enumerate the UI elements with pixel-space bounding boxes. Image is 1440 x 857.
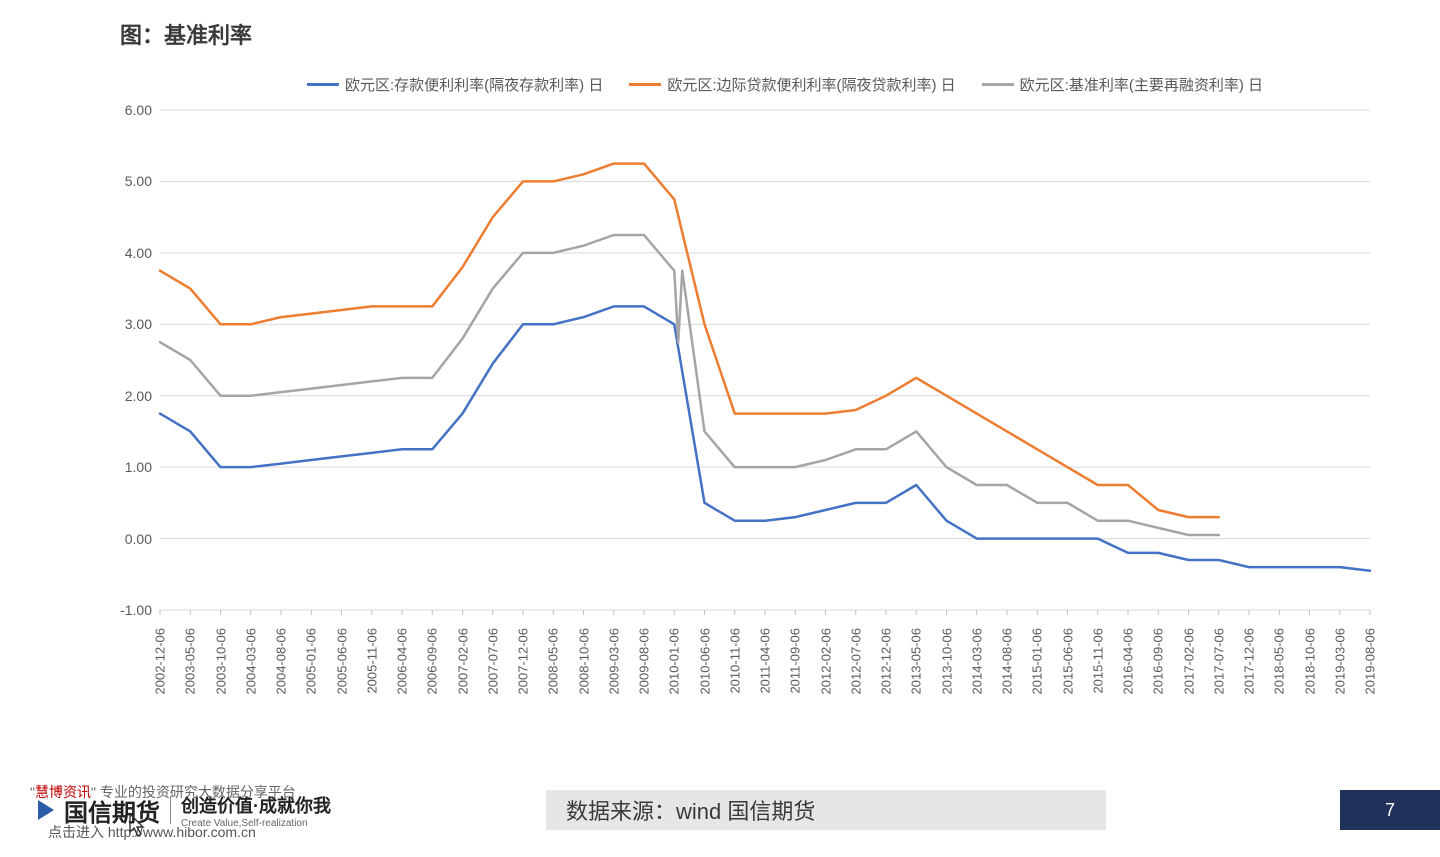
x-tick-label: 2010-06-06 [697, 628, 712, 695]
legend-label: 欧元区:基准利率(主要再融资利率) 日 [1020, 74, 1263, 95]
x-tick-label: 2009-03-06 [606, 628, 621, 695]
x-tick-label: 2006-09-06 [425, 628, 440, 695]
x-tick-label: 2010-11-06 [727, 628, 742, 694]
x-tick-label: 2006-04-06 [395, 628, 410, 695]
cursor-icon [124, 812, 148, 840]
x-tick-label: 2012-02-06 [818, 628, 833, 695]
x-tick-label: 2004-08-06 [274, 628, 289, 695]
x-tick-label: 2015-06-06 [1060, 628, 1075, 695]
x-tick-label: 2004-03-06 [243, 628, 258, 695]
x-tick-label: 2016-04-06 [1121, 628, 1136, 695]
legend-label: 欧元区:存款便利利率(隔夜存款利率) 日 [345, 74, 603, 95]
legend-swatch [982, 83, 1014, 86]
chart-legend: 欧元区:存款便利利率(隔夜存款利率) 日 欧元区:边际贷款便利利率(隔夜贷款利率… [190, 74, 1380, 95]
x-tick-label: 2017-12-06 [1242, 628, 1257, 695]
x-tick-label: 2012-12-06 [879, 628, 894, 695]
logo-icon [38, 800, 54, 820]
x-tick-label: 2015-11-06 [1090, 628, 1105, 694]
legend-swatch [307, 83, 339, 86]
x-tick-label: 2013-10-06 [939, 628, 954, 695]
x-tick-label: 2014-03-06 [969, 628, 984, 695]
x-tick-label: 2007-12-06 [516, 628, 531, 695]
x-tick-label: 2016-09-06 [1151, 628, 1166, 695]
legend-item: 欧元区:基准利率(主要再融资利率) 日 [982, 74, 1263, 95]
x-tick-label: 2011-09-06 [788, 628, 803, 694]
x-tick-label: 2007-02-06 [455, 628, 470, 695]
x-tick-label: 2017-02-06 [1181, 628, 1196, 695]
page-number: 7 [1340, 790, 1440, 830]
x-tick-label: 2005-11-06 [364, 628, 379, 694]
x-tick-label: 2018-10-06 [1302, 628, 1317, 695]
x-tick-label: 2012-07-06 [848, 628, 863, 695]
data-source-label: 数据来源：wind 国信期货 [546, 790, 1106, 830]
x-tick-label: 2015-01-06 [1030, 628, 1045, 695]
watermark2-prefix: 点击进入 [48, 824, 104, 840]
legend-swatch [629, 83, 661, 86]
x-tick-label: 2019-08-06 [1363, 628, 1378, 695]
x-tick-label: 2013-05-06 [909, 628, 924, 695]
watermark-red: 慧博资讯 [35, 784, 91, 800]
x-tick-label: 2005-06-06 [334, 628, 349, 695]
x-tick-label: 2018-05-06 [1272, 628, 1287, 695]
legend-item: 欧元区:边际贷款便利利率(隔夜贷款利率) 日 [629, 74, 955, 95]
x-tick-label: 2003-05-06 [183, 628, 198, 695]
x-tick-label: 2003-10-06 [213, 628, 228, 695]
watermark-link-text: 点击进入 http://www.hibor.com.cn [48, 822, 256, 842]
x-tick-label: 2014-08-06 [1000, 628, 1015, 695]
x-tick-label: 2005-01-06 [304, 628, 319, 695]
chart-title: 图：基准利率 [120, 18, 252, 50]
watermark-rest: " 专业的投资研究大数据分享平台 [91, 784, 296, 800]
x-tick-label: 2019-03-06 [1332, 628, 1347, 695]
x-tick-label: 2009-08-06 [637, 628, 652, 695]
x-tick-label: 2007-07-06 [485, 628, 500, 695]
line-chart-svg [130, 100, 1380, 620]
chart-plot-area [130, 100, 1380, 620]
x-tick-label: 2008-10-06 [576, 628, 591, 695]
x-tick-label: 2010-01-06 [667, 628, 682, 695]
x-axis-labels: 2002-12-062003-05-062003-10-062004-03-06… [160, 628, 1410, 738]
watermark-text: "慧博资讯" 专业的投资研究大数据分享平台 [30, 782, 296, 802]
x-tick-label: 2011-04-06 [758, 628, 773, 694]
x-tick-label: 2002-12-06 [153, 628, 168, 695]
legend-label: 欧元区:边际贷款便利利率(隔夜贷款利率) 日 [667, 74, 955, 95]
x-tick-label: 2017-07-06 [1211, 628, 1226, 695]
legend-item: 欧元区:存款便利利率(隔夜存款利率) 日 [307, 74, 603, 95]
x-tick-label: 2008-05-06 [546, 628, 561, 695]
